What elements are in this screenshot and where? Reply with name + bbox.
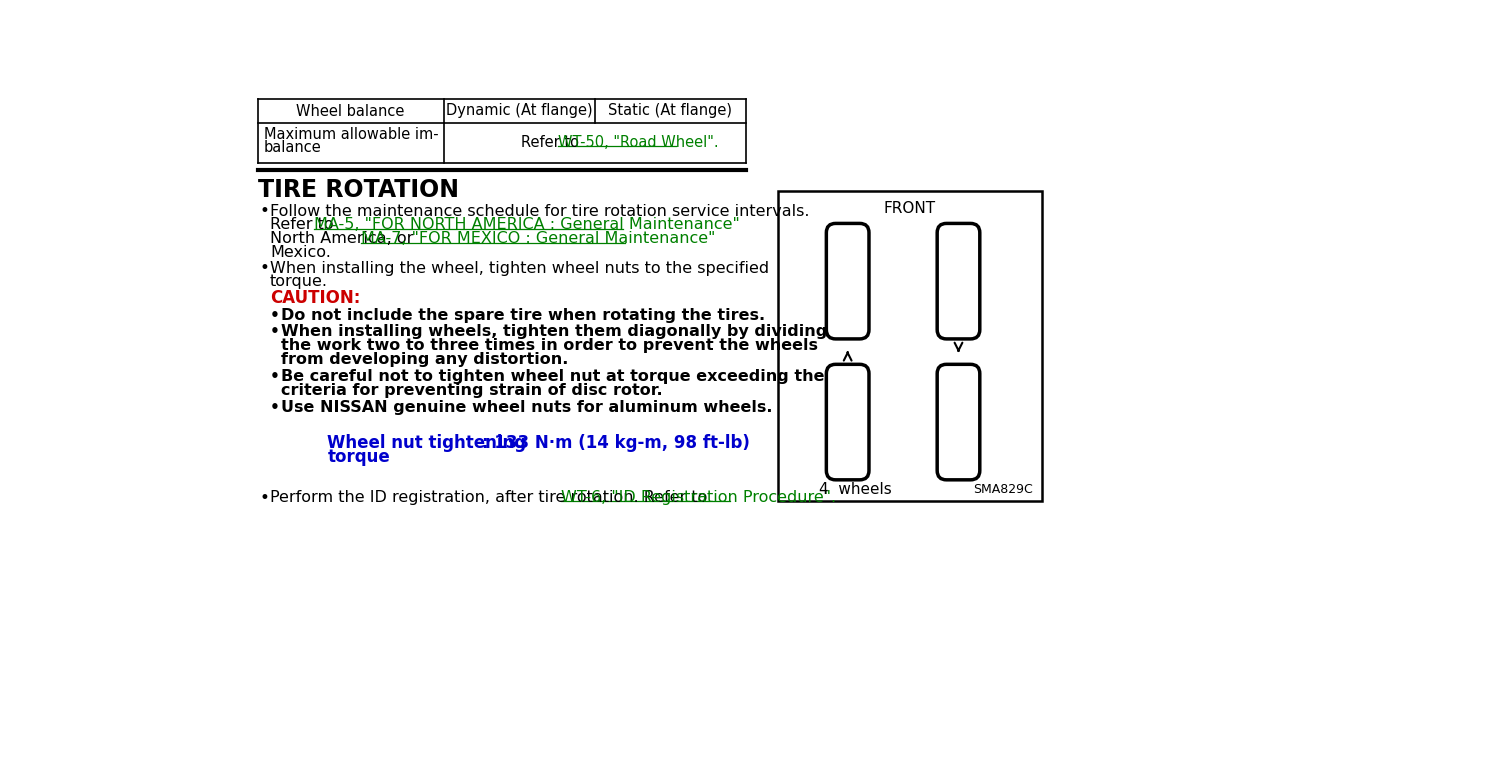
Text: MA-5, "FOR NORTH AMERICA : General Maintenance": MA-5, "FOR NORTH AMERICA : General Maint…	[314, 217, 740, 233]
Text: Refer to: Refer to	[270, 217, 338, 233]
Text: CAUTION:: CAUTION:	[270, 289, 360, 307]
Text: Do not include the spare tire when rotating the tires.: Do not include the spare tire when rotat…	[281, 308, 765, 322]
Text: Mexico.: Mexico.	[270, 245, 330, 260]
Text: torque: torque	[327, 448, 391, 466]
Text: Use NISSAN genuine wheel nuts for aluminum wheels.: Use NISSAN genuine wheel nuts for alumin…	[281, 400, 772, 415]
Text: 4  wheels: 4 wheels	[820, 483, 892, 497]
Text: TIRE ROTATION: TIRE ROTATION	[257, 177, 458, 201]
Text: WT-50, "Road Wheel".: WT-50, "Road Wheel".	[559, 135, 719, 150]
Text: balance: balance	[264, 140, 321, 156]
Text: criteria for preventing strain of disc rotor.: criteria for preventing strain of disc r…	[281, 383, 662, 398]
Text: When installing the wheel, tighten wheel nuts to the specified: When installing the wheel, tighten wheel…	[270, 261, 769, 275]
Text: •: •	[258, 259, 269, 277]
Text: from developing any distortion.: from developing any distortion.	[281, 352, 568, 367]
Text: When installing wheels, tighten them diagonally by dividing: When installing wheels, tighten them dia…	[281, 325, 828, 339]
Text: •: •	[270, 369, 279, 384]
Text: Be careful not to tighten wheel nut at torque exceeding the: Be careful not to tighten wheel nut at t…	[281, 369, 825, 384]
Text: •: •	[258, 202, 269, 220]
Text: •: •	[258, 489, 269, 507]
Text: •: •	[270, 308, 279, 322]
Text: Refer to: Refer to	[521, 135, 584, 150]
Text: •: •	[270, 400, 279, 415]
Text: the work two to three times in order to prevent the wheels: the work two to three times in order to …	[281, 338, 817, 353]
Text: WT-6, "ID Registration Procedure".: WT-6, "ID Registration Procedure".	[562, 490, 837, 505]
FancyBboxPatch shape	[826, 224, 870, 339]
Text: Perform the ID registration, after tire rotation. Refer to: Perform the ID registration, after tire …	[270, 490, 712, 505]
FancyBboxPatch shape	[937, 224, 979, 339]
Text: : 133 N·m (14 kg-m, 98 ft-lb): : 133 N·m (14 kg-m, 98 ft-lb)	[482, 434, 749, 452]
Text: Static (At flange): Static (At flange)	[608, 103, 731, 119]
Text: Maximum allowable im-: Maximum allowable im-	[264, 127, 439, 143]
Text: Follow the maintenance schedule for tire rotation service intervals.: Follow the maintenance schedule for tire…	[270, 204, 810, 219]
Text: Dynamic (At flange): Dynamic (At flange)	[446, 103, 592, 119]
Text: MA-7, "FOR MEXICO : General Maintenance": MA-7, "FOR MEXICO : General Maintenance"	[362, 231, 716, 246]
Bar	[778, 191, 1042, 500]
FancyBboxPatch shape	[937, 365, 979, 480]
FancyBboxPatch shape	[826, 365, 870, 480]
Text: Wheel balance: Wheel balance	[296, 103, 404, 119]
Text: North America, or: North America, or	[270, 231, 419, 246]
Text: torque.: torque.	[270, 274, 327, 289]
Text: FRONT: FRONT	[885, 200, 936, 216]
Text: Wheel nut tightening: Wheel nut tightening	[327, 434, 526, 452]
Text: SMA829C: SMA829C	[973, 483, 1032, 497]
Text: •: •	[270, 325, 279, 339]
